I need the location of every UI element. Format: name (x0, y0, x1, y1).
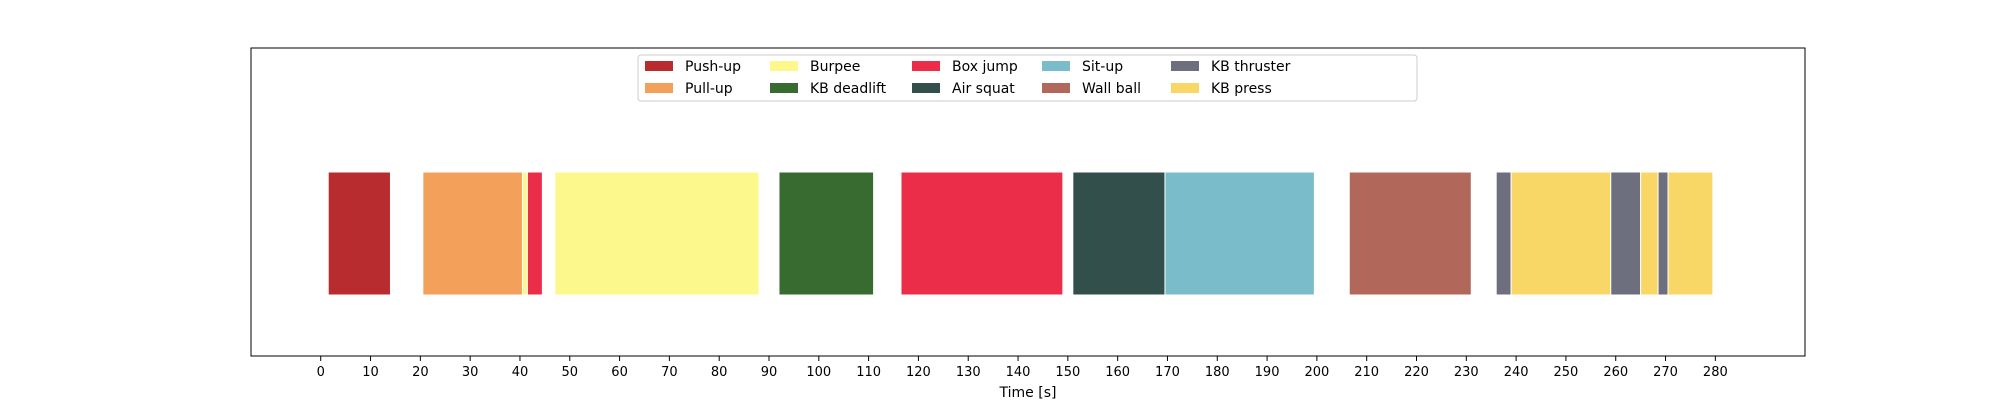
legend-swatch (1042, 61, 1070, 71)
segment-burpee (521, 171, 528, 296)
legend-label: KB deadlift (810, 81, 887, 97)
x-tick-label: 70 (661, 365, 678, 380)
x-tick-label: 180 (1205, 365, 1230, 380)
x-tick-label: 20 (412, 365, 429, 380)
segment-push-up (327, 171, 391, 296)
legend-label: Box jump (952, 59, 1018, 75)
legend: Push-up Pull-up Burpee KB deadlift Box jump A… (637, 54, 1418, 102)
segment-pull-up (422, 171, 523, 296)
legend-swatch (770, 83, 798, 93)
x-tick-label: 170 (1155, 365, 1180, 380)
x-tick-label: 10 (362, 365, 379, 380)
x-tick-label: 230 (1454, 365, 1479, 380)
x-tick-label: 200 (1304, 365, 1329, 380)
segment-kb-press (1510, 171, 1612, 296)
x-tick-label: 50 (561, 365, 578, 380)
x-tick-label: 190 (1255, 365, 1280, 380)
x-tick-label: 120 (906, 365, 931, 380)
legend-swatch (912, 61, 940, 71)
x-tick-label: 110 (856, 365, 881, 380)
x-tick-label: 250 (1554, 365, 1579, 380)
x-tick-label: 270 (1653, 365, 1678, 380)
legend-swatch (645, 83, 673, 93)
segment-kb-press (1640, 171, 1659, 296)
segment-kb-deadlift (778, 171, 875, 296)
segment-kb-press (1667, 171, 1714, 296)
segment-box-jump (900, 171, 1064, 296)
legend-box (637, 54, 1418, 102)
x-tick-label: 100 (806, 365, 831, 380)
segment-box-jump (526, 171, 543, 296)
x-axis-label: Time [s] (999, 385, 1057, 400)
segment-burpee (554, 171, 760, 296)
x-tick-label: 150 (1055, 365, 1080, 380)
legend-swatch (1171, 61, 1199, 71)
x-tick-label: 220 (1404, 365, 1429, 380)
segment-kb-thruster (1495, 171, 1512, 296)
legend-label: Wall ball (1082, 81, 1141, 97)
legend-label: Pull-up (685, 81, 733, 97)
x-tick-label: 160 (1105, 365, 1130, 380)
legend-swatch (912, 83, 940, 93)
x-tick-label: 260 (1603, 365, 1628, 380)
plot-frame (250, 47, 1806, 357)
segments-layer (327, 171, 1714, 296)
segment-kb-thruster (1657, 171, 1669, 296)
x-tick-label: 40 (512, 365, 529, 380)
legend-swatch (1042, 83, 1070, 93)
legend-label: Push-up (685, 59, 741, 75)
x-tick-label: 140 (1006, 365, 1031, 380)
legend-label: Burpee (810, 59, 860, 75)
x-tick-label: 130 (956, 365, 981, 380)
segment-air-squat (1072, 171, 1166, 296)
legend-label: Air squat (952, 81, 1015, 97)
x-tick-label: 210 (1354, 365, 1379, 380)
x-tick-label: 280 (1703, 365, 1728, 380)
segment-sit-up (1164, 171, 1315, 296)
x-tick-label: 0 (317, 365, 325, 380)
legend-swatch (770, 61, 798, 71)
legend-label: Sit-up (1082, 59, 1123, 75)
legend-swatch (645, 61, 673, 71)
x-tick-label: 90 (761, 365, 778, 380)
x-tick-label: 80 (711, 365, 728, 380)
x-tick-label: 30 (462, 365, 479, 380)
legend-swatch (1171, 83, 1199, 93)
segment-kb-thruster (1610, 171, 1642, 296)
legend-label: KB press (1211, 81, 1272, 97)
segment-wall-ball (1348, 171, 1472, 296)
legend-label: KB thruster (1211, 59, 1291, 75)
x-axis-ticks: 0 10 20 30 40 50 60 70 80 90 100 110 120 130 140 150 160… (317, 356, 1728, 380)
x-tick-label: 60 (611, 365, 628, 380)
x-tick-label: 240 (1504, 365, 1529, 380)
